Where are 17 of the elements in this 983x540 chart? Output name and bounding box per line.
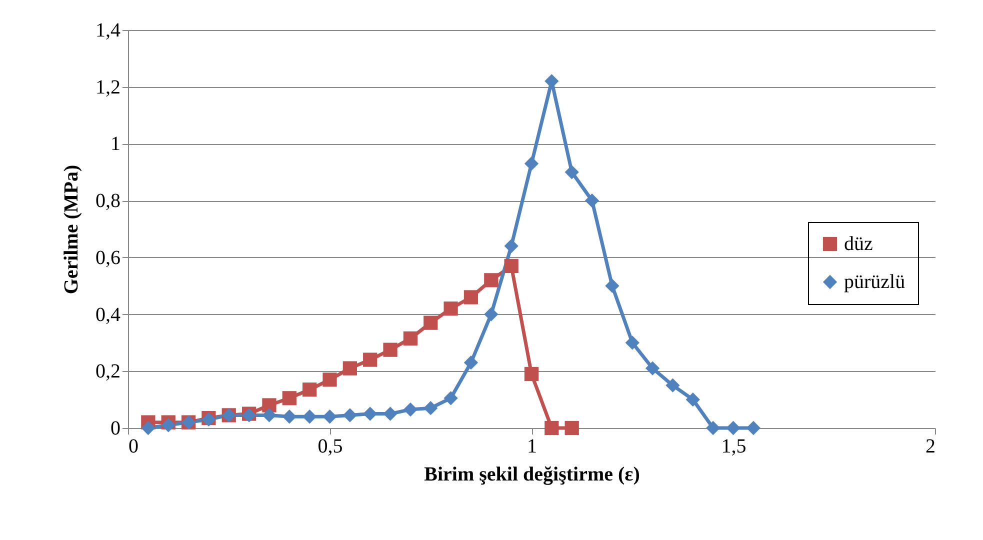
x-tick-label: 2 [926, 436, 936, 458]
y-axis-title: Gerilme (MPa) [60, 164, 82, 294]
y-tick-label: 0,6 [96, 246, 120, 269]
y-tick-label: 0 [110, 418, 120, 440]
legend-label: pürüzlü [844, 271, 906, 293]
x-tick-label: 1,5 [721, 436, 746, 458]
x-axis-title: Birim şekil değiştirme (ε) [424, 464, 640, 486]
x-tick-label: 0 [128, 436, 138, 458]
y-tick-label: 1 [110, 133, 120, 156]
y-tick-label: 0,4 [96, 304, 120, 326]
legend-label: düz [844, 233, 873, 255]
y-tick-label: 0,8 [96, 190, 120, 212]
x-tick-label: 1 [527, 436, 537, 458]
x-tick-label: 0,5 [318, 436, 343, 458]
y-tick-label: 1,2 [96, 76, 120, 98]
y-tick-label: 0,2 [96, 360, 120, 383]
y-tick-label: 1,4 [96, 20, 120, 42]
